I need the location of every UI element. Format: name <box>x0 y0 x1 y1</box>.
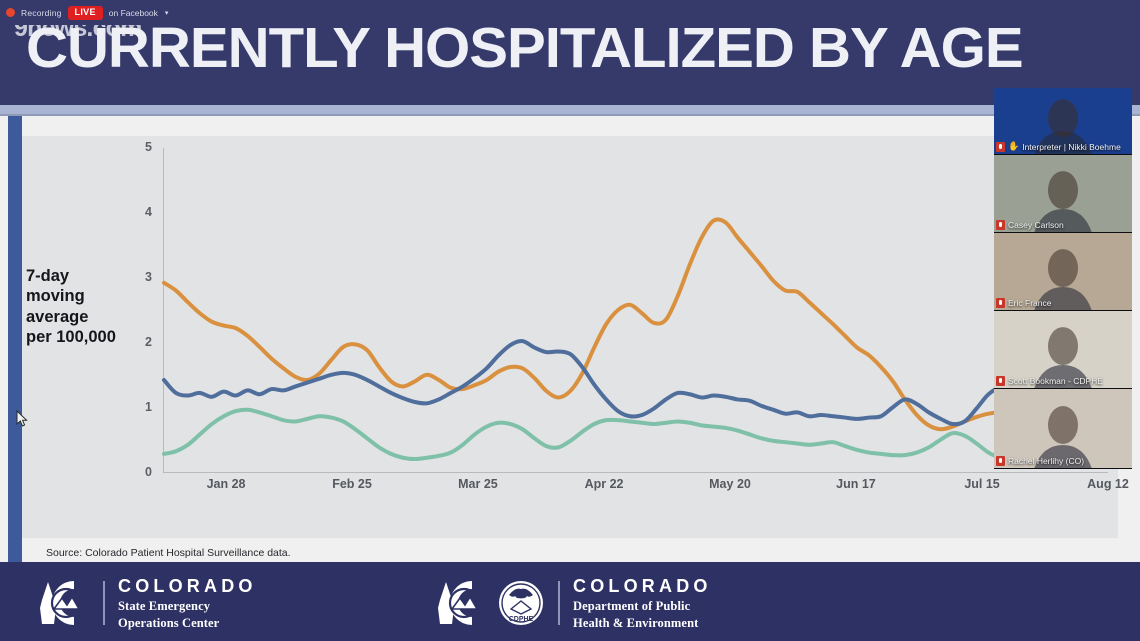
x-axis-tick-label: Jul 15 <box>964 477 1000 491</box>
x-axis-tick-label: Apr 22 <box>584 477 624 491</box>
sign-language-icon: ✋ <box>1008 141 1020 151</box>
chart-plot-area <box>163 148 1108 473</box>
y-axis-tick-label: 5 <box>145 140 152 154</box>
page-title: CURRENTLY HOSPITALIZED BY AGE <box>26 16 1024 80</box>
chart-line-older-adults <box>164 219 1108 444</box>
participant-name-label: Eric France <box>1008 298 1052 308</box>
video-participant-stack: ✋ Interpreter | Nikki Boehme Casey Carlson… <box>994 88 1132 469</box>
participant-video-frame <box>1034 99 1092 154</box>
logo-subtitle-line-1: Department of Public <box>573 599 691 614</box>
participant-video-frame <box>1034 249 1092 310</box>
y-axis-title-line-2: moving <box>26 287 85 306</box>
y-axis-tick-label: 1 <box>145 400 152 414</box>
video-tile[interactable]: Scott Bookman - CDPHE <box>994 311 1132 389</box>
recording-label: Recording <box>21 7 62 18</box>
chart-line-middle-aged-adults <box>164 341 1108 424</box>
y-axis-tick-label: 3 <box>145 270 152 284</box>
y-axis-ticks: 0 1 2 3 4 5 <box>122 136 152 538</box>
logo-text-block: COLORADO Department of Public Health & E… <box>573 576 712 631</box>
y-axis-title-line-4: per 100,000 <box>26 327 116 346</box>
left-accent-bar <box>8 116 22 562</box>
title-underline <box>0 105 1140 114</box>
live-badge: LIVE <box>67 5 103 20</box>
logo-title: COLORADO <box>118 576 257 596</box>
chevron-down-icon[interactable]: ▾ <box>164 9 169 17</box>
participant-name-tag: Casey Carlson <box>994 219 1068 231</box>
platform-label[interactable]: on Facebook <box>108 7 158 18</box>
participant-name-tag: ✋ Interpreter | Nikki Boehme <box>994 140 1125 153</box>
colorado-c-mountain-icon <box>432 578 488 628</box>
logo-subtitle-line-1: State Emergency <box>118 599 211 614</box>
x-axis-tick-label: Aug 12 <box>1087 477 1129 491</box>
colorado-c-mountain-icon <box>34 578 90 628</box>
video-tile[interactable]: Casey Carlson <box>994 155 1132 233</box>
participant-name-label: Rachel Herlihy (CO) <box>1008 456 1085 466</box>
participant-video-frame <box>1034 171 1092 232</box>
x-axis-tick-label: Feb 25 <box>332 477 372 491</box>
participant-name-tag: Scott Bookman - CDPHE <box>994 375 1107 387</box>
recording-indicator-icon <box>6 8 15 17</box>
video-tile[interactable]: ✋ Interpreter | Nikki Boehme <box>994 88 1132 155</box>
mic-muted-icon <box>996 220 1005 230</box>
mic-muted-icon <box>996 376 1005 386</box>
mic-muted-icon <box>996 298 1005 308</box>
chart-lines <box>164 148 1108 472</box>
logo-title: COLORADO <box>573 576 712 596</box>
slide-footer: COLORADO State Emergency Operations Cent… <box>0 562 1140 641</box>
cdphe-seal-text: CDPHE <box>509 616 534 623</box>
mic-muted-icon <box>996 456 1005 466</box>
participant-name-label: Interpreter | Nikki Boehme <box>1022 141 1121 152</box>
x-axis-tick-label: Jan 28 <box>206 477 246 491</box>
cdphe-seal-icon: CDPHE <box>497 579 545 627</box>
participant-name-label: Scott Bookman - CDPHE <box>1008 376 1103 386</box>
logo-department-of-public-health: CDPHE COLORADO Department of Public Heal… <box>432 576 712 631</box>
logo-state-emergency-operations-center: COLORADO State Emergency Operations Cent… <box>34 576 257 631</box>
x-axis-ticks: Jan 28 Feb 25 Mar 25 Apr 22 May 20 Jun 17 Jul … <box>163 477 1129 499</box>
chart-line-younger-adults <box>164 410 1108 459</box>
logo-text-block: COLORADO State Emergency Operations Cent… <box>118 576 257 631</box>
y-axis-title-line-3: average <box>26 307 89 326</box>
source-note-line-1: Source: Colorado Patient Hospital Survei… <box>46 547 291 559</box>
x-axis-tick-label: May 20 <box>709 477 751 491</box>
logo-subtitle-line-2: Health & Environment <box>573 615 699 630</box>
y-axis-tick-label: 0 <box>145 465 152 479</box>
mic-muted-icon <box>996 141 1005 152</box>
x-axis-tick-label: Jun 17 <box>836 477 876 491</box>
y-axis-tick-label: 2 <box>145 335 152 349</box>
participant-video-frame <box>1034 327 1092 388</box>
logo-divider <box>558 581 560 626</box>
mouse-cursor-icon <box>16 409 28 433</box>
video-tile[interactable]: Rachel Herlihy (CO) <box>994 389 1132 469</box>
participant-name-label: Casey Carlson <box>1008 220 1064 230</box>
title-underline-shadow <box>0 114 1140 116</box>
participant-name-tag: Eric France <box>994 297 1055 309</box>
x-axis-tick-label: Mar 25 <box>458 477 498 491</box>
y-axis-title-line-1: 7-day <box>26 267 70 285</box>
participant-video-frame <box>1034 406 1092 468</box>
logo-subtitle-line-2: Operations Center <box>118 615 220 630</box>
y-axis-title: 7-day moving average per 100,000 <box>26 266 146 347</box>
participant-name-tag: Rachel Herlihy (CO) <box>994 455 1088 467</box>
y-axis-tick-label: 4 <box>145 205 152 219</box>
broadcast-status-bar: Recording LIVE on Facebook ▾ <box>0 0 1140 25</box>
video-tile[interactable]: Eric France <box>994 233 1132 311</box>
logo-divider <box>103 581 105 626</box>
